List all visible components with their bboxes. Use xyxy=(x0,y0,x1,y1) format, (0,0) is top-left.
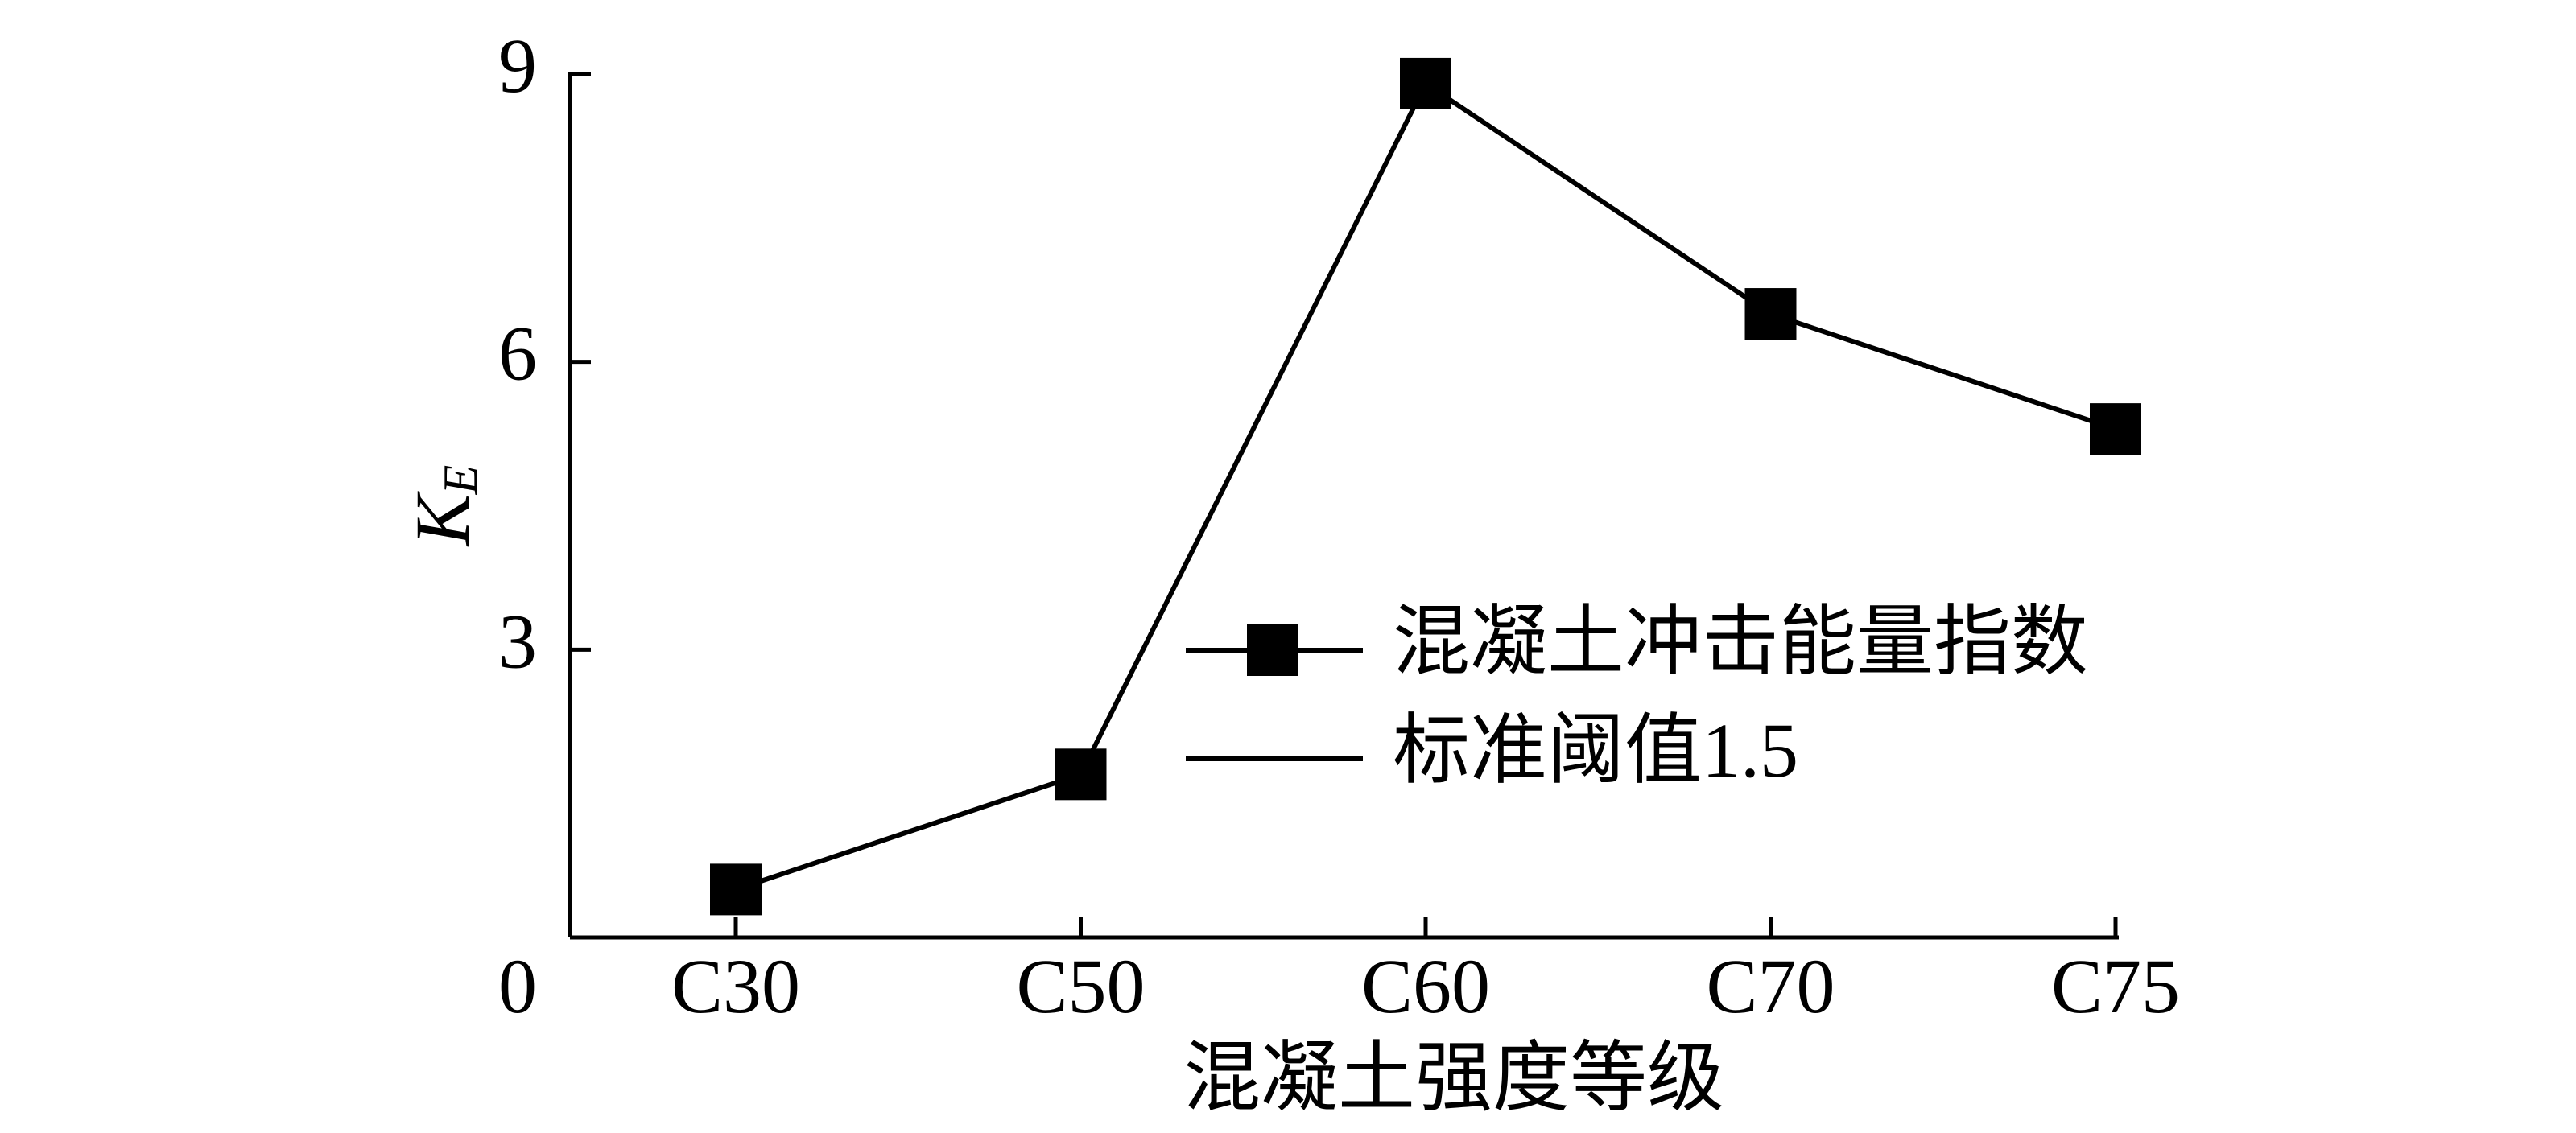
y-axis-label-main: KE xyxy=(399,465,487,548)
y-tick-label: 9 xyxy=(498,23,537,109)
y-label-sub: E xyxy=(434,465,487,496)
x-tick-label: C60 xyxy=(1361,943,1490,1029)
x-tick-label: C75 xyxy=(2051,943,2180,1029)
point xyxy=(1744,288,1797,340)
point xyxy=(1400,57,1451,109)
y-tick-label: 6 xyxy=(498,311,537,397)
x-tick-label: C70 xyxy=(1706,943,1835,1029)
point xyxy=(710,863,762,916)
legend-label: 标准阈值1.5 xyxy=(1393,707,1798,793)
y-axis-label: KE xyxy=(399,465,487,548)
legend-marker xyxy=(1247,624,1298,676)
y-tick-label: 0 xyxy=(498,943,537,1029)
point xyxy=(1055,748,1107,801)
x-tick-label: C50 xyxy=(1016,943,1145,1029)
x-axis-label: 混凝土强度等级 xyxy=(1183,1035,1724,1121)
y-label-main: K xyxy=(399,490,485,547)
point xyxy=(2090,403,2141,455)
y-tick-label: 3 xyxy=(498,598,537,684)
x-tick-label: C30 xyxy=(671,943,800,1029)
legend-label: 混凝土冲击能量指数 xyxy=(1393,599,2088,685)
